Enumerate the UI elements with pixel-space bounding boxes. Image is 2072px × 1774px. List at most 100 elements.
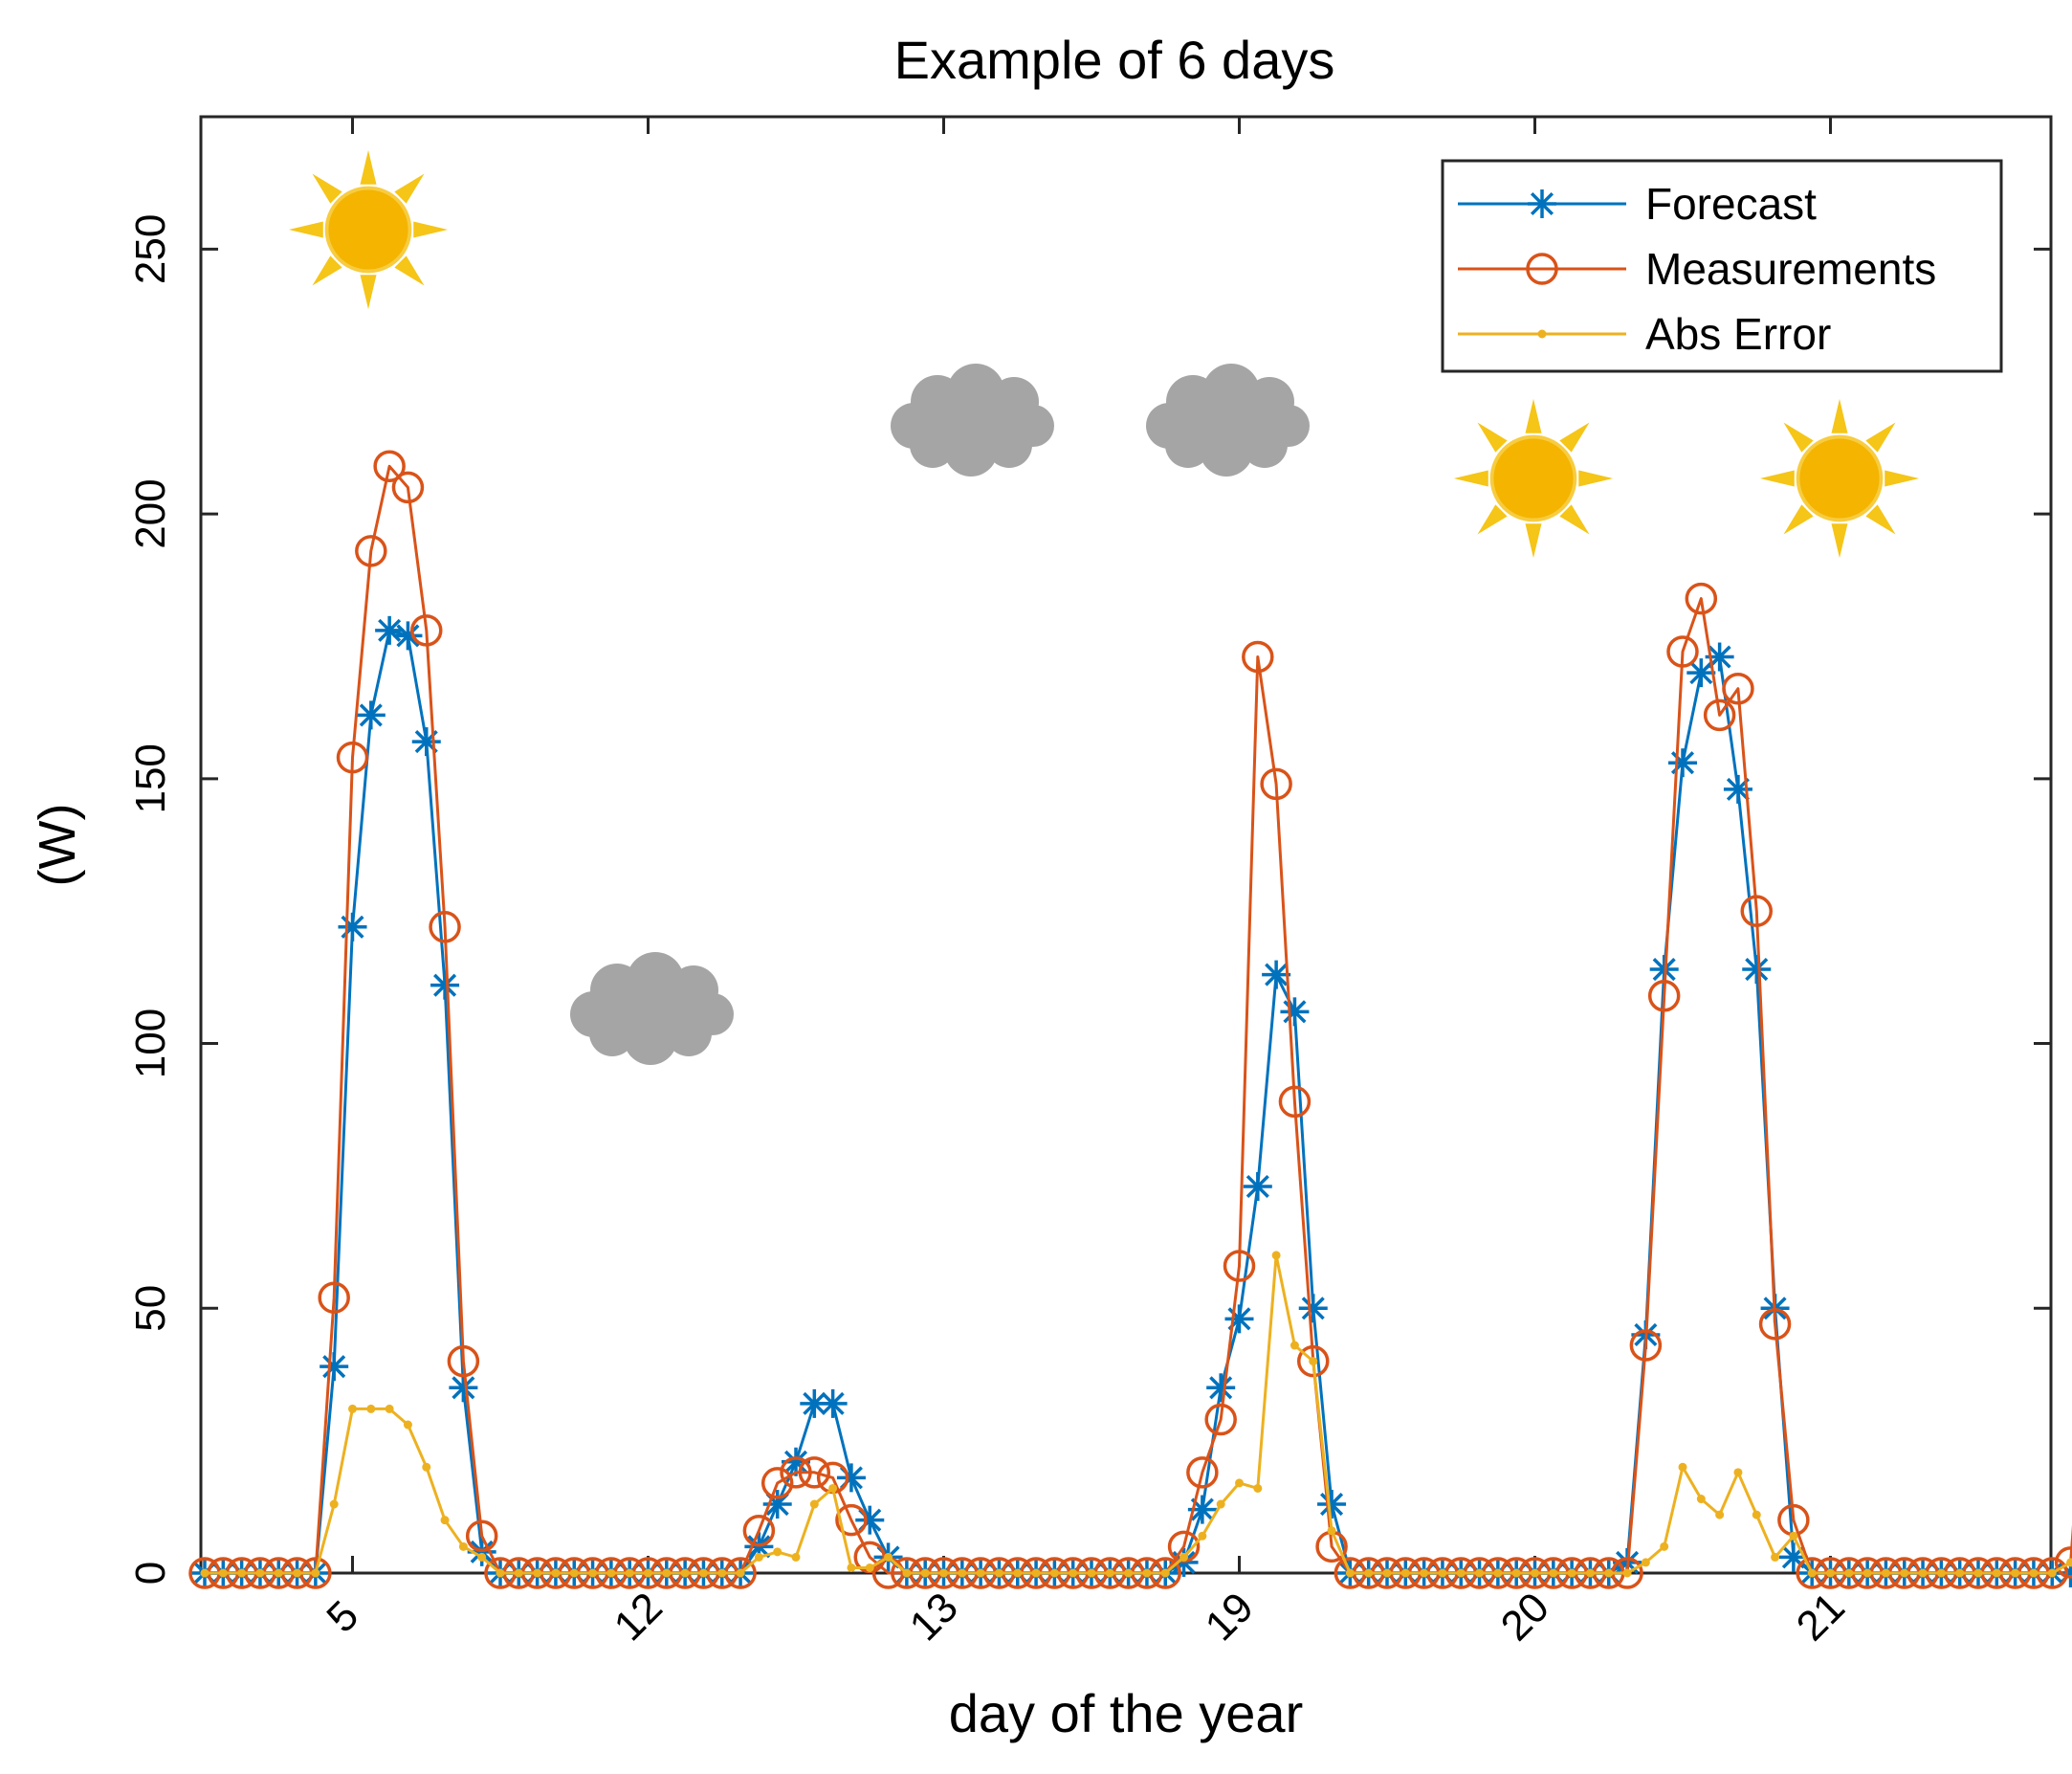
data-point [373, 450, 406, 483]
data-point [828, 1483, 838, 1493]
data-point [1936, 1568, 1946, 1578]
data-point [1204, 1403, 1237, 1436]
x-tick-label: 19 [1197, 1584, 1263, 1650]
data-point [625, 1568, 634, 1578]
data-point [791, 1552, 801, 1562]
data-point [1475, 1568, 1485, 1578]
data-point [1752, 1510, 1761, 1519]
data-point [588, 1568, 598, 1578]
data-point [1992, 1568, 2001, 1578]
data-point [798, 1456, 831, 1489]
data-point [1105, 1568, 1114, 1578]
data-point [2066, 1558, 2072, 1567]
chart-title: Example of 6 days [894, 30, 1335, 90]
data-point [336, 741, 369, 774]
legend-marker [1528, 189, 1556, 218]
data-point [1696, 1495, 1706, 1504]
data-point [458, 1541, 468, 1551]
legend-label: Forecast [1645, 179, 1817, 229]
legend-marker [1537, 329, 1547, 339]
data-point [514, 1568, 523, 1578]
data-point [1641, 1558, 1650, 1567]
data-point [1179, 1552, 1189, 1562]
data-point [356, 700, 386, 730]
data-point [1881, 1568, 1890, 1578]
data-point [533, 1568, 542, 1578]
data-point [1973, 1568, 1983, 1578]
data-point [1186, 1456, 1219, 1489]
data-point [1223, 1250, 1256, 1282]
data-point [773, 1547, 783, 1557]
data-point [391, 471, 425, 504]
data-point [680, 1568, 690, 1578]
data-point [847, 1563, 856, 1572]
data-point [1666, 635, 1699, 668]
x-tick-label: 20 [1492, 1584, 1558, 1650]
data-point [237, 1568, 247, 1578]
data-point [742, 1514, 776, 1547]
data-point [1493, 1568, 1503, 1578]
data-point [569, 1568, 579, 1578]
data-point [1918, 1568, 1928, 1578]
y-axis-label: (W) [29, 804, 86, 887]
legend-label: Abs Error [1645, 309, 1831, 359]
data-point [1160, 1568, 1170, 1578]
data-point [1280, 997, 1310, 1027]
data-point [754, 1552, 763, 1562]
data-point [1271, 1251, 1281, 1260]
sun-icon [1758, 397, 1921, 560]
data-point [440, 1516, 450, 1525]
data-point [1703, 699, 1736, 732]
data-point [800, 1388, 829, 1418]
data-point [1364, 1568, 1374, 1578]
data-point [1317, 1490, 1347, 1519]
series-abs-error [200, 1251, 2072, 1578]
data-point [994, 1568, 1003, 1578]
data-point [1647, 979, 1681, 1012]
data-point [865, 1563, 874, 1572]
data-point [1567, 1568, 1576, 1578]
data-point [1345, 1568, 1355, 1578]
sun-icon [1452, 397, 1615, 560]
data-point [1863, 1568, 1872, 1578]
legend-entry: Measurements [1458, 244, 1936, 294]
data-point [1031, 1568, 1041, 1578]
data-point [1087, 1568, 1096, 1578]
data-point [1807, 1568, 1817, 1578]
data-point [902, 1568, 912, 1578]
data-point [318, 1281, 350, 1314]
data-point [780, 1456, 812, 1489]
data-point [375, 615, 405, 645]
data-point [1438, 1568, 1447, 1578]
data-point [2029, 1568, 2039, 1578]
data-point [1585, 1568, 1595, 1578]
data-point [1309, 1357, 1318, 1366]
x-axis-label: day of the year [949, 1683, 1303, 1743]
data-point [338, 912, 367, 942]
data-point [1242, 640, 1274, 674]
data-point [698, 1568, 708, 1578]
legend-label: Measurements [1645, 244, 1936, 294]
data-point [429, 911, 461, 943]
data-point [477, 1552, 487, 1562]
data-point [551, 1568, 561, 1578]
y-tick-label: 250 [127, 214, 174, 284]
data-point [1740, 895, 1773, 927]
data-point [311, 1568, 320, 1578]
y-tick-label: 0 [127, 1562, 174, 1585]
data-point [835, 1503, 868, 1537]
legend-entry: Forecast [1458, 179, 1817, 229]
data-point [1289, 1341, 1299, 1350]
data-point [449, 1373, 478, 1403]
data-point [760, 1467, 794, 1499]
data-point [355, 535, 387, 567]
data-point [1685, 582, 1718, 615]
x-tick-label: 12 [606, 1584, 672, 1650]
data-point [447, 1344, 480, 1378]
legend: Forecast Measurements Abs Error [1441, 159, 2003, 373]
data-point [1826, 1568, 1835, 1578]
x-tick-label: 21 [1788, 1584, 1854, 1650]
legend-entry: Abs Error [1458, 309, 1831, 359]
data-point [329, 1499, 339, 1509]
